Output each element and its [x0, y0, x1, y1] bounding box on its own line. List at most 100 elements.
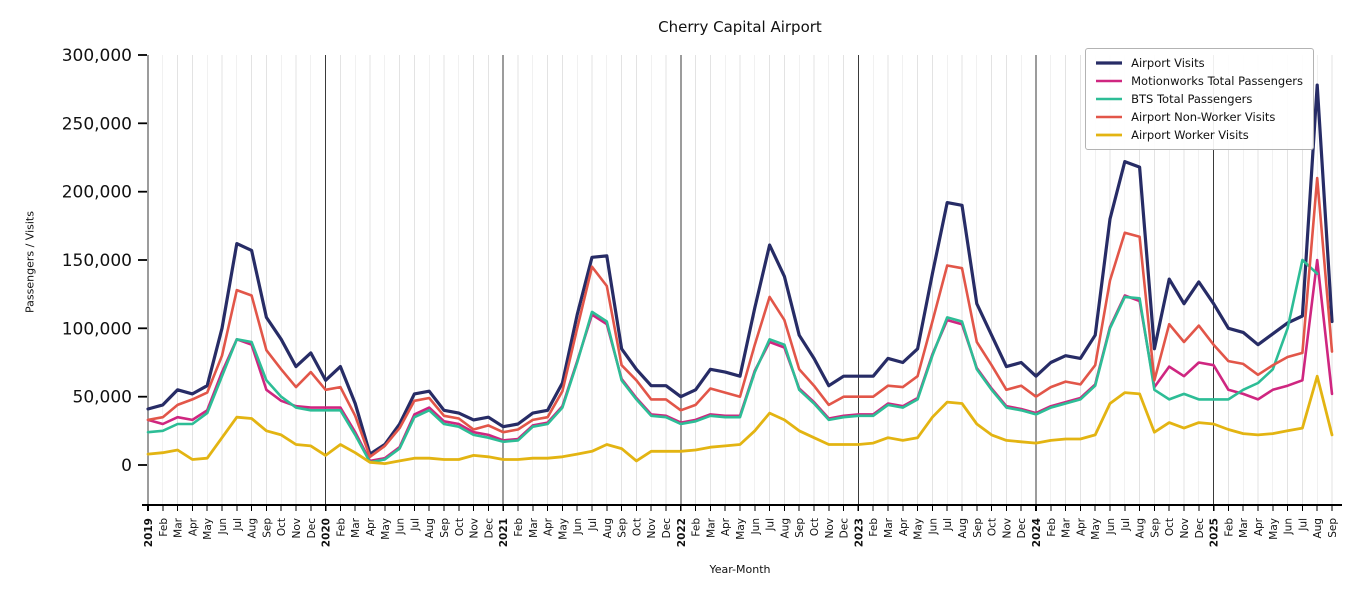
x-tick-label-month: Feb — [868, 518, 880, 537]
x-tick-label-month: Sep — [794, 518, 806, 538]
legend-item-airport-non-worker-visits: Airport Non-Worker Visits — [1095, 110, 1303, 124]
x-tick-label-month: Dec — [1016, 518, 1028, 539]
x-tick-label-month: Mar — [350, 517, 362, 537]
x-tick-label-month: Jul — [232, 518, 244, 532]
x-tick-label-month: Jul — [942, 518, 954, 532]
x-tick-label-year: 2019 — [143, 518, 155, 547]
x-tick-label-month: Aug — [602, 518, 614, 539]
x-tick-label-month: Jul — [765, 518, 777, 532]
x-tick-label-month: Feb — [1046, 518, 1058, 537]
x-tick-label-month: Aug — [1135, 518, 1147, 539]
x-tick-label-month: Dec — [1194, 518, 1206, 539]
x-tick-label-month: Apr — [543, 517, 555, 536]
x-tick-label-month: Oct — [987, 518, 999, 536]
x-tick-label-month: May — [913, 518, 925, 540]
legend-label: Airport Non-Worker Visits — [1131, 110, 1276, 124]
x-tick-label-month: Jun — [217, 518, 229, 535]
y-tick-label: 300,000 — [62, 46, 132, 66]
x-tick-label-month: Dec — [839, 518, 851, 539]
x-tick-label-month: Oct — [276, 518, 288, 536]
y-tick-label: 0 — [121, 456, 132, 476]
x-tick-label-month: Dec — [661, 518, 673, 539]
x-tick-label-month: Oct — [809, 518, 821, 536]
x-tick-label-month: Jul — [1297, 518, 1309, 532]
legend-item-motionworks-total-passengers: Motionworks Total Passengers — [1095, 74, 1303, 88]
legend-item-bts-total-passengers: BTS Total Passengers — [1095, 92, 1303, 106]
x-tick-label-year: 2022 — [676, 518, 688, 547]
x-tick-label-month: May — [557, 518, 569, 540]
x-tick-label-month: Jun — [1283, 518, 1295, 535]
x-tick-label-month: May — [1268, 518, 1280, 540]
legend-label: Motionworks Total Passengers — [1131, 74, 1303, 88]
x-tick-label-month: Mar — [705, 517, 717, 537]
legend-label: Airport Worker Visits — [1131, 128, 1249, 142]
x-tick-label-month: Nov — [1179, 518, 1191, 539]
chart-title: Cherry Capital Airport — [658, 18, 822, 36]
x-tick-label-month: Nov — [646, 518, 658, 539]
x-tick-label-month: Nov — [1001, 518, 1013, 539]
x-tick-label-month: Oct — [454, 518, 466, 536]
x-tick-label-month: Mar — [1061, 517, 1073, 537]
y-tick-label: 200,000 — [62, 183, 132, 203]
x-tick-label-month: Mar — [883, 517, 895, 537]
x-tick-label-year: 2021 — [498, 518, 510, 547]
x-tick-label-month: Aug — [1312, 518, 1324, 539]
x-tick-label-month: May — [380, 518, 392, 540]
x-tick-label-month: Mar — [173, 517, 185, 537]
x-tick-label-month: Sep — [972, 518, 984, 538]
x-tick-label-month: Sep — [1149, 518, 1161, 538]
x-tick-label-month: Mar — [528, 517, 540, 537]
x-tick-label-month: Apr — [1075, 517, 1087, 536]
x-tick-label-month: Jul — [587, 518, 599, 532]
x-tick-label-month: Aug — [424, 518, 436, 539]
x-tick-label-month: Sep — [617, 518, 629, 538]
y-tick-label: 50,000 — [73, 388, 132, 408]
x-tick-label-month: Feb — [1223, 518, 1235, 537]
legend-swatch-bts-total-passengers — [1096, 97, 1123, 101]
x-tick-label-month: Sep — [1327, 518, 1339, 538]
series-line-airport-worker-visits — [146, 374, 1334, 465]
y-tick-label: 150,000 — [62, 251, 132, 271]
x-tick-label-month: Apr — [898, 517, 910, 536]
x-tick-label-month: Jun — [572, 518, 584, 535]
axes: 0 50,000 100,000 150,000 200,000 250,000 300,0… — [62, 46, 1342, 547]
x-tick-label-month: Feb — [335, 518, 347, 537]
legend: Airport Visits Motionworks Total Passenge… — [1085, 48, 1314, 150]
x-tick-label-month: Jul — [409, 518, 421, 532]
x-tick-label-month: Apr — [365, 517, 377, 536]
legend-swatch-airport-visits — [1096, 61, 1123, 65]
legend-swatch-airport-worker-visits — [1096, 133, 1123, 137]
x-tick-label-month: Feb — [513, 518, 525, 537]
legend-label: Airport Visits — [1131, 56, 1205, 70]
x-tick-label-month: Dec — [483, 518, 495, 539]
x-tick-label-month: Jun — [1105, 518, 1117, 535]
series-lines — [146, 83, 1334, 465]
x-tick-label-month: Nov — [291, 518, 303, 539]
x-tick-label-month: Aug — [957, 518, 969, 539]
x-tick-label-month: May — [735, 518, 747, 540]
x-tick-label-year: 2020 — [321, 518, 333, 547]
x-tick-label-month: May — [1090, 518, 1102, 540]
y-tick-label: 100,000 — [62, 319, 132, 339]
x-tick-label-month: May — [202, 518, 214, 540]
legend-swatch-motionworks-total-passengers — [1096, 79, 1123, 83]
x-tick-label-month: Oct — [1164, 518, 1176, 536]
legend-swatch-airport-non-worker-visits — [1096, 115, 1123, 119]
x-tick-label-month: Jun — [750, 518, 762, 535]
series-line-airport-non-worker-visits — [146, 176, 1334, 459]
x-tick-label-month: Jun — [395, 518, 407, 535]
series-line-bts-total-passengers — [146, 258, 1319, 464]
x-axis-label: Year-Month — [709, 563, 771, 576]
x-tick-label-month: Nov — [824, 518, 836, 539]
x-tick-label-month: Aug — [779, 518, 791, 539]
legend-item-airport-visits: Airport Visits — [1095, 56, 1303, 70]
x-tick-label-year: 2025 — [1209, 518, 1221, 547]
x-tick-label-month: Jul — [1120, 518, 1132, 532]
x-tick-label-month: Apr — [187, 517, 199, 536]
x-tick-label-month: Apr — [720, 517, 732, 536]
legend-label: BTS Total Passengers — [1131, 92, 1253, 106]
legend-item-airport-worker-visits: Airport Worker Visits — [1095, 128, 1303, 142]
y-tick-label: 250,000 — [62, 114, 132, 134]
x-tick-label-month: Feb — [158, 518, 170, 537]
